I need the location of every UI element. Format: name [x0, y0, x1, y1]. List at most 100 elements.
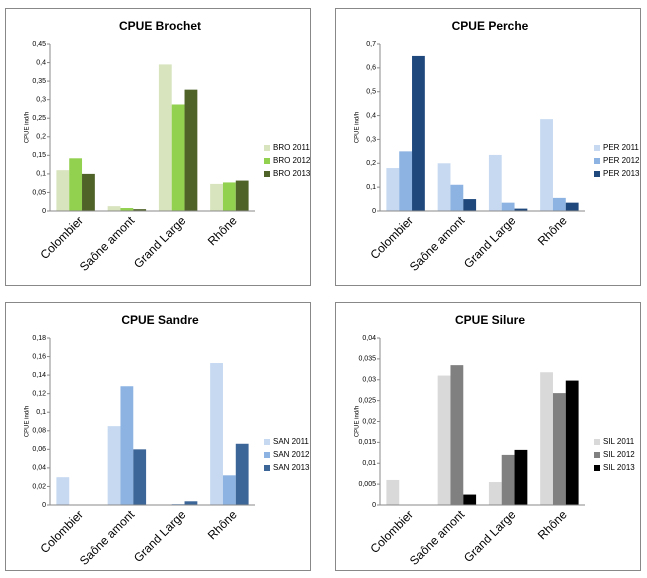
legend-swatch: [594, 158, 600, 164]
y-tick-label: 0,02: [32, 483, 46, 490]
legend-swatch: [264, 465, 270, 471]
y-tick-label: 0,005: [358, 481, 376, 488]
y-tick-label: 0,7: [366, 41, 376, 48]
y-tick-label: 0,01: [362, 460, 376, 467]
y-tick-label: 0,3: [36, 97, 46, 104]
y-tick-label: 0,45: [32, 41, 46, 48]
bar: [171, 104, 185, 211]
bar: [552, 393, 566, 505]
legend-label: SAN 2011: [273, 437, 309, 446]
bar: [463, 494, 477, 505]
y-tick-label: 0,2: [366, 160, 376, 167]
legend-swatch: [264, 145, 270, 151]
y-tick-label: 0,14: [32, 372, 46, 379]
legend-label: SIL 2013: [603, 463, 635, 472]
bar: [399, 151, 413, 211]
legend-label: BRO 2011: [273, 143, 310, 152]
chart-title: CPUE Sandre: [121, 313, 199, 327]
y-axis-label: CPUE ind/h: [355, 406, 361, 437]
y-tick-label: 0,06: [32, 446, 46, 453]
y-tick-label: 0,4: [366, 112, 376, 119]
bar: [488, 482, 502, 505]
legend-swatch: [594, 145, 600, 151]
bar: [488, 154, 502, 211]
bar: [210, 183, 223, 211]
bar: [210, 363, 223, 505]
bar: [107, 206, 121, 211]
bar: [565, 380, 579, 505]
y-tick-label: 0,5: [366, 89, 376, 96]
legend-swatch: [594, 171, 600, 177]
y-tick-label: 0,035: [358, 356, 376, 363]
panel: [335, 302, 641, 571]
bar: [386, 168, 400, 211]
y-tick-label: 0,15: [32, 152, 46, 159]
y-tick-label: 0,16: [32, 353, 46, 360]
bar: [158, 64, 172, 212]
chart-title: CPUE Silure: [455, 313, 525, 327]
y-tick-label: 0,3: [366, 136, 376, 143]
legend-label: PER 2011: [603, 143, 639, 152]
y-tick-label: 0,015: [358, 439, 376, 446]
chart-title: CPUE Perche: [452, 19, 529, 33]
y-tick-label: 0,1: [36, 171, 46, 178]
bar: [120, 208, 134, 211]
bar: [184, 89, 198, 211]
y-tick-label: 0: [42, 502, 46, 509]
y-tick-label: 0,02: [362, 418, 376, 425]
legend-swatch: [264, 158, 270, 164]
bar: [133, 449, 147, 505]
y-tick-label: 0,025: [358, 397, 376, 404]
legend-swatch: [264, 439, 270, 445]
legend-label: SAN 2013: [273, 463, 310, 472]
bar: [222, 182, 236, 211]
legend-label: BRO 2013: [273, 169, 311, 178]
bar: [386, 479, 400, 505]
bar: [540, 372, 553, 505]
bar: [412, 55, 425, 211]
legend-swatch: [594, 465, 600, 471]
bar: [69, 158, 83, 211]
bar: [56, 477, 70, 505]
y-tick-label: 0: [372, 208, 376, 215]
bar: [56, 170, 70, 211]
y-tick-label: 0,05: [32, 189, 46, 196]
legend-label: BRO 2012: [273, 156, 311, 165]
legend-label: SIL 2011: [603, 437, 635, 446]
y-tick-label: 0,25: [32, 115, 46, 122]
y-tick-label: 0,08: [32, 428, 46, 435]
y-tick-label: 0,18: [32, 335, 46, 342]
legend-label: PER 2013: [603, 169, 640, 178]
bar: [184, 501, 198, 505]
y-tick-label: 0,1: [36, 409, 46, 416]
bar: [514, 208, 528, 211]
bar: [437, 163, 451, 211]
bar: [120, 386, 134, 505]
bar: [540, 119, 553, 211]
bar: [501, 202, 515, 211]
y-tick-label: 0,12: [32, 391, 46, 398]
y-axis-label: CPUE ind/h: [25, 112, 31, 143]
bar: [514, 449, 528, 505]
y-axis-label: CPUE ind/h: [355, 112, 361, 143]
bar: [235, 180, 249, 211]
bar: [552, 197, 566, 211]
y-tick-label: 0,4: [36, 59, 46, 66]
bar: [82, 173, 95, 211]
y-tick-label: 0,03: [362, 377, 376, 384]
bar: [450, 365, 464, 505]
bar: [450, 184, 464, 211]
y-tick-label: 0: [42, 208, 46, 215]
y-tick-label: 0,6: [366, 65, 376, 72]
y-tick-label: 0,04: [362, 335, 376, 342]
panel: [335, 8, 641, 286]
bar: [565, 202, 579, 211]
legend-label: SIL 2012: [603, 450, 635, 459]
bar: [235, 443, 249, 505]
chart-title: CPUE Brochet: [119, 19, 201, 33]
legend-label: PER 2012: [603, 156, 640, 165]
bar: [133, 209, 147, 211]
panel: [5, 302, 311, 571]
legend-swatch: [594, 452, 600, 458]
